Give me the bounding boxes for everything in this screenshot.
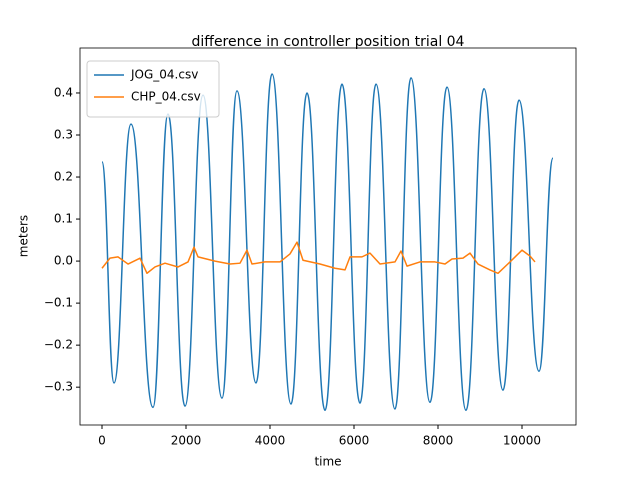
y-tick-label: 0.3 xyxy=(54,128,73,142)
y-tick-label: 0.4 xyxy=(54,85,73,99)
x-tick-label: 2000 xyxy=(171,434,202,448)
x-tick-label: 0 xyxy=(98,434,106,448)
y-tick-label: −0.1 xyxy=(44,296,73,310)
x-tick-label: 4000 xyxy=(255,434,286,448)
legend-label: JOG_04.csv xyxy=(130,68,198,82)
legend-label: CHP_04.csv xyxy=(131,90,201,104)
axes-frame xyxy=(79,47,577,426)
series-line xyxy=(101,73,554,412)
x-axis-label: time xyxy=(314,455,341,469)
x-tick-label: 8000 xyxy=(423,434,454,448)
y-tick-label: 0.2 xyxy=(54,170,73,184)
chart-title: difference in controller position trial … xyxy=(192,34,465,50)
y-tick-label: −0.3 xyxy=(44,380,73,394)
y-tick-label: −0.2 xyxy=(44,338,73,352)
x-tick-label: 6000 xyxy=(339,434,370,448)
y-axis-label: meters xyxy=(17,215,31,257)
series-line xyxy=(101,241,536,275)
y-tick-label: 0.1 xyxy=(54,212,73,226)
legend: JOG_04.csv CHP_04.csv xyxy=(86,60,220,118)
x-tick-label: 10000 xyxy=(503,434,541,448)
y-tick-label: 0.0 xyxy=(54,254,73,268)
